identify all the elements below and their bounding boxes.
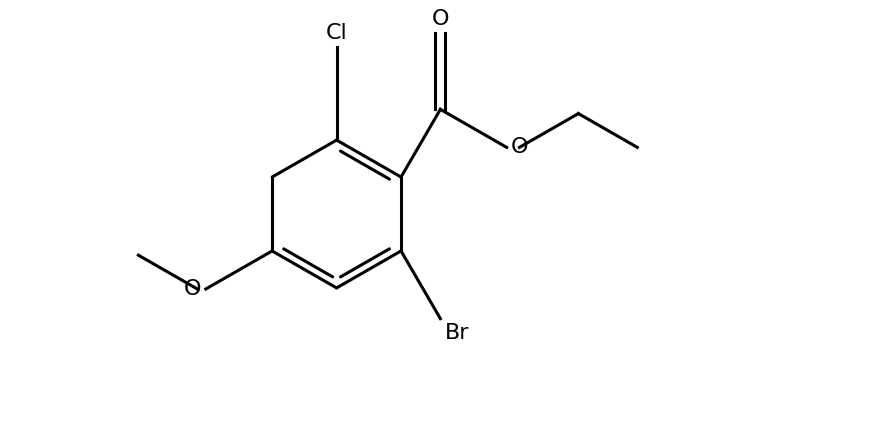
- Text: Br: Br: [445, 323, 469, 343]
- Text: O: O: [511, 137, 529, 158]
- Text: Cl: Cl: [325, 23, 347, 43]
- Text: O: O: [431, 9, 449, 29]
- Text: O: O: [184, 279, 202, 299]
